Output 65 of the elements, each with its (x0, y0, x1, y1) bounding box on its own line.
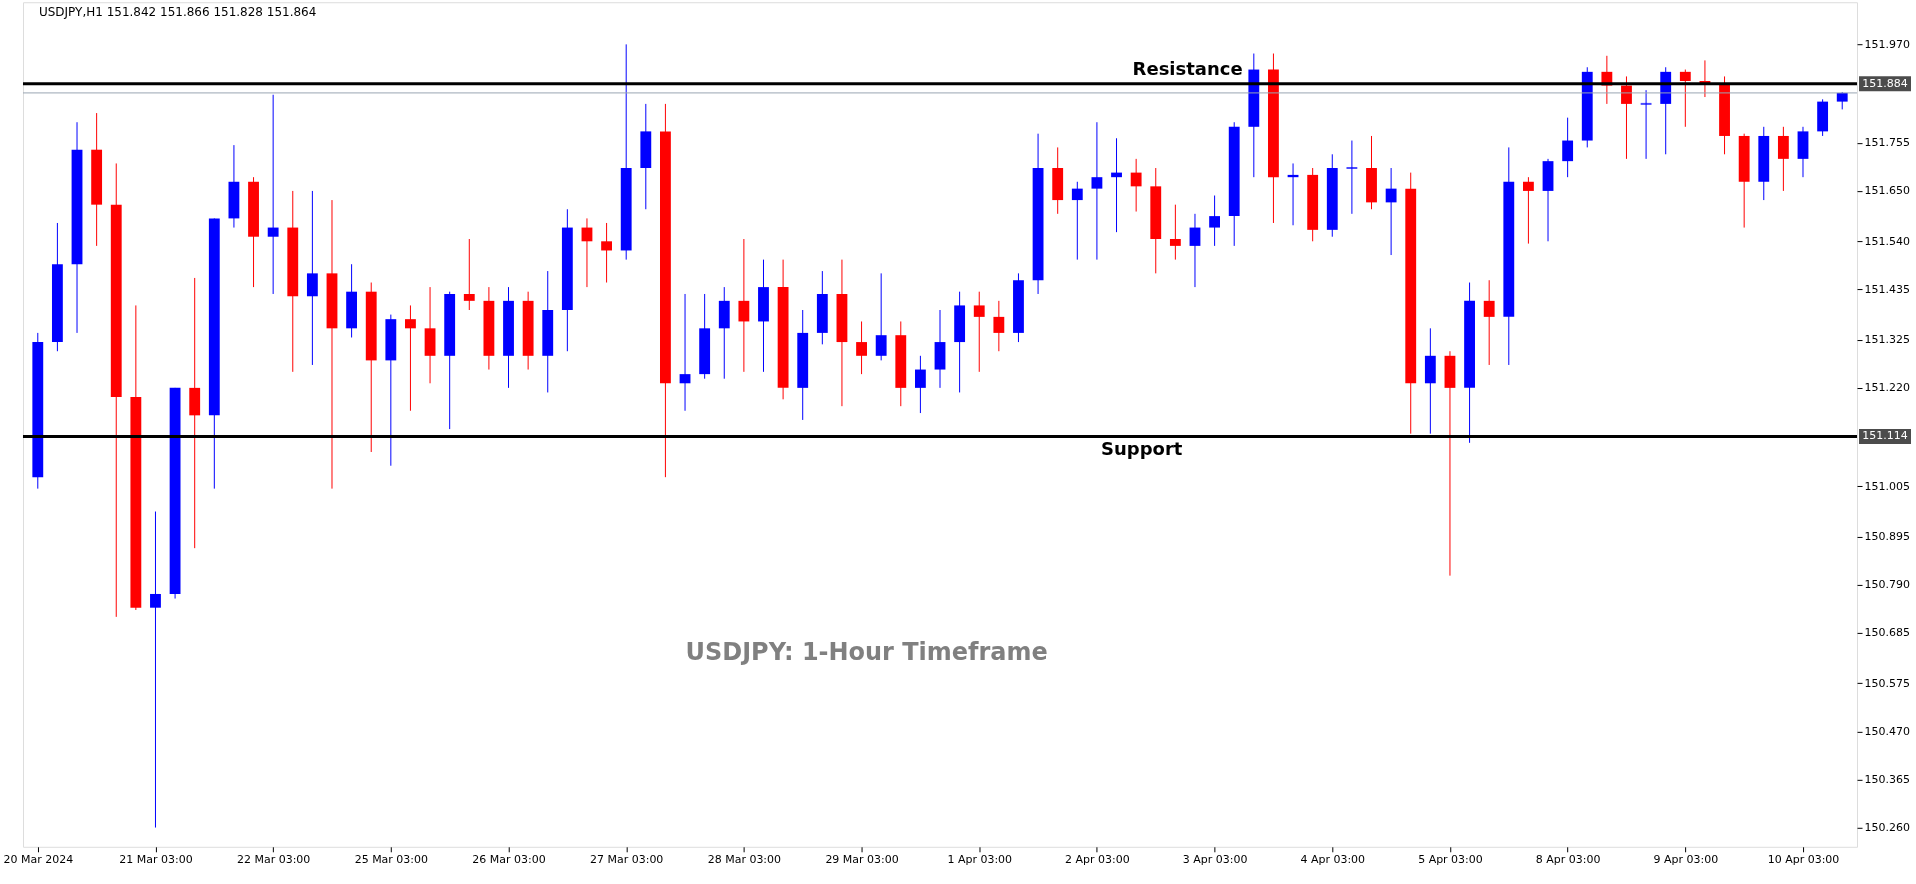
y-tick-label: 151.005 (1864, 479, 1910, 493)
x-tick-label: 29 Mar 03:00 (825, 853, 899, 867)
candlestick (1522, 176, 1534, 245)
candlestick (601, 222, 612, 284)
candlestick (679, 293, 691, 412)
candlestick (875, 272, 887, 361)
candlestick (1679, 69, 1691, 128)
candlestick (1091, 121, 1103, 261)
candlestick (993, 300, 1005, 352)
candlestick (1169, 204, 1181, 261)
candlestick (1209, 195, 1221, 247)
x-tick-label: 27 Mar 03:00 (590, 853, 664, 867)
y-tick-label: 150.895 (1864, 530, 1910, 544)
y-tick-label: 150.470 (1864, 724, 1910, 738)
x-tick-label: 1 Apr 03:00 (947, 853, 1013, 867)
y-tick-label: 150.790 (1864, 578, 1910, 592)
y-tick-label: 151.540 (1864, 234, 1910, 248)
x-tick-label: 5 Apr 03:00 (1418, 853, 1483, 867)
candlestick (738, 238, 750, 373)
y-tick-label: 151.435 (1864, 282, 1910, 296)
candlestick (1071, 181, 1083, 261)
ref-line-label: Support (1101, 438, 1183, 460)
x-tick-label: 25 Mar 03:00 (354, 853, 429, 867)
x-tick-label: 4 Apr 03:00 (1300, 853, 1366, 867)
chart-subtitle: USDJPY,H1 151.842 151.866 151.828 151.864 (38, 5, 317, 20)
x-tick-label: 3 Apr 03:00 (1182, 853, 1248, 867)
text: 151.114 (1862, 429, 1908, 443)
candlestick (914, 355, 926, 414)
candlestick (1562, 117, 1574, 178)
candlestick (405, 304, 416, 412)
candlestick (189, 277, 201, 549)
candlestick (1640, 89, 1652, 160)
candlestick (1777, 126, 1789, 192)
x-tick-label: 22 Mar 03:00 (236, 853, 311, 867)
text: 151.884 (1862, 76, 1908, 90)
y-tick-label: 151.650 (1864, 184, 1910, 198)
x-tick-label: 20 Mar 2024 (3, 853, 74, 867)
candlestick (1483, 279, 1495, 366)
candlestick (1189, 213, 1201, 288)
y-tick-label: 150.685 (1864, 626, 1910, 640)
x-tick-label: 10 Apr 03:00 (1767, 853, 1840, 867)
y-tick-label: 151.755 (1864, 136, 1910, 150)
candlestick (1385, 167, 1397, 256)
y-tick-label: 150.260 (1864, 821, 1910, 835)
candlestick (306, 190, 318, 366)
y-tick-label: 151.220 (1864, 381, 1910, 395)
text: USDJPY: 1-Hour Timeframe (685, 637, 1048, 666)
y-tick-label: 151.970 (1864, 37, 1910, 51)
x-tick-label: 21 Mar 03:00 (119, 853, 193, 867)
candlestick (150, 511, 161, 829)
x-tick-label: 2 Apr 03:00 (1065, 853, 1130, 867)
candlestick (856, 320, 867, 375)
y-tick-label: 151.325 (1864, 333, 1910, 347)
candlestick (463, 238, 475, 311)
candlestick (267, 94, 279, 295)
y-tick-label: 150.575 (1864, 676, 1910, 690)
candlestick (973, 291, 985, 373)
candlestick (1346, 140, 1358, 215)
x-tick-label: 9 Apr 03:00 (1653, 853, 1719, 867)
ref-line-label: Resistance (1132, 57, 1243, 79)
x-tick-label: 8 Apr 03:00 (1535, 853, 1601, 867)
y-tick-label: 150.365 (1864, 772, 1910, 786)
candlestick (1130, 158, 1142, 213)
x-tick-label: 28 Mar 03:00 (707, 853, 782, 867)
x-tick-label: 26 Mar 03:00 (472, 853, 546, 867)
